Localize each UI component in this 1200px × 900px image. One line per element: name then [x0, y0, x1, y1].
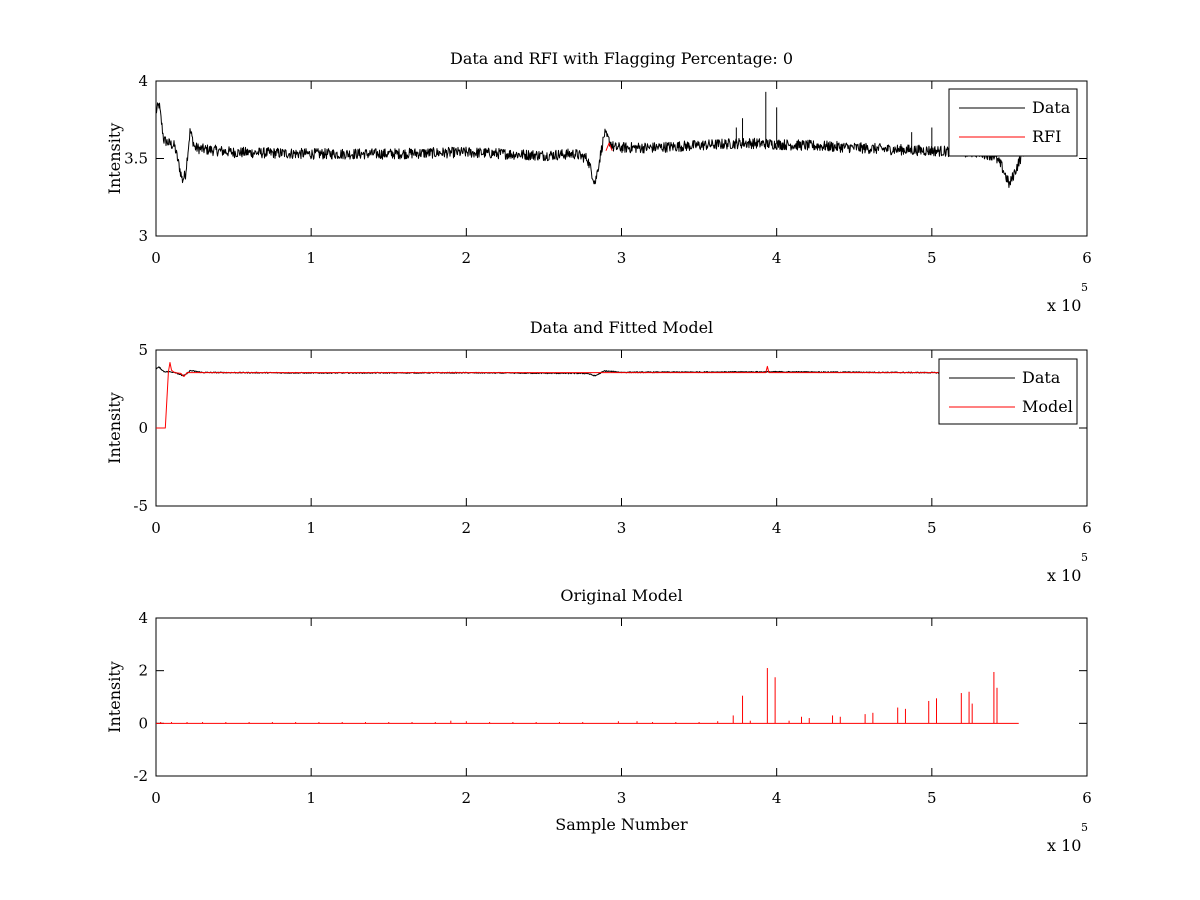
y-tick-label: 3.5 — [124, 150, 148, 168]
subplot-panels: Data and RFI with Flagging Percentage: 0… — [105, 49, 1092, 855]
subplot-title: Original Model — [560, 586, 682, 605]
x-tick-label: 0 — [151, 249, 161, 267]
legend-entry: Data — [1032, 98, 1071, 117]
x-axis-multiplier-exponent: 5 — [1081, 821, 1088, 834]
x-tick-label: 1 — [306, 249, 316, 267]
x-tick-label: 2 — [462, 519, 472, 537]
x-tick-label: 6 — [1082, 249, 1092, 267]
series-line-2 — [605, 142, 613, 151]
x-axis-label: Sample Number — [555, 815, 688, 834]
x-axis-multiplier-exponent: 5 — [1081, 281, 1088, 294]
y-tick-label: 3 — [138, 227, 148, 245]
legend: Data Model — [938, 358, 1078, 425]
subplot-1: Data and RFI with Flagging Percentage: 0… — [105, 49, 1092, 315]
legend-entry: Data — [1022, 368, 1061, 387]
x-tick-label: 2 — [462, 789, 472, 807]
legend: Data RFI — [948, 88, 1078, 157]
legend-entry: RFI — [1032, 127, 1061, 146]
x-axis-multiplier: x 10 — [1047, 566, 1081, 585]
x-tick-label: 6 — [1082, 789, 1092, 807]
x-tick-label: 4 — [772, 789, 782, 807]
x-tick-label: 5 — [927, 789, 937, 807]
x-tick-label: 1 — [306, 519, 316, 537]
plot-area — [155, 617, 1088, 777]
x-axis-multiplier: x 10 — [1047, 296, 1081, 315]
y-tick-label: 2 — [138, 662, 148, 680]
series-group — [156, 668, 1019, 724]
x-axis-multiplier: x 10 — [1047, 836, 1081, 855]
series-group — [156, 361, 1026, 429]
series-line-2 — [156, 361, 1025, 429]
series-group — [156, 91, 1026, 188]
x-tick-label: 3 — [617, 789, 627, 807]
series-line-1 — [156, 102, 1026, 188]
x-tick-label: 5 — [927, 249, 937, 267]
x-tick-label: 1 — [306, 789, 316, 807]
x-tick-label: 3 — [617, 249, 627, 267]
y-tick-label: 4 — [138, 609, 148, 627]
y-tick-label: 4 — [138, 72, 148, 90]
x-axis-multiplier-exponent: 5 — [1081, 551, 1088, 564]
y-tick-label: 0 — [138, 714, 148, 732]
plot-area — [155, 80, 1088, 237]
y-axis-label: Intensity — [105, 123, 124, 195]
y-tick-label: -2 — [133, 767, 148, 785]
x-tick-label: 6 — [1082, 519, 1092, 537]
x-tick-label: 0 — [151, 789, 161, 807]
x-tick-label: 3 — [617, 519, 627, 537]
x-tick-label: 0 — [151, 519, 161, 537]
legend-entry: Model — [1022, 397, 1073, 416]
legend-box — [938, 358, 1078, 425]
x-tick-label: 4 — [772, 249, 782, 267]
y-axis-label: Intensity — [105, 661, 124, 733]
y-tick-label: 0 — [138, 419, 148, 437]
x-tick-label: 2 — [462, 249, 472, 267]
x-tick-label: 5 — [927, 519, 937, 537]
legend-box — [948, 88, 1078, 157]
subplot-title: Data and Fitted Model — [530, 318, 713, 337]
y-tick-label: -5 — [133, 497, 148, 515]
x-tick-label: 4 — [772, 519, 782, 537]
y-axis-label: Intensity — [105, 392, 124, 464]
subplot-title: Data and RFI with Flagging Percentage: 0 — [450, 49, 793, 68]
y-tick-label: 5 — [138, 341, 148, 359]
